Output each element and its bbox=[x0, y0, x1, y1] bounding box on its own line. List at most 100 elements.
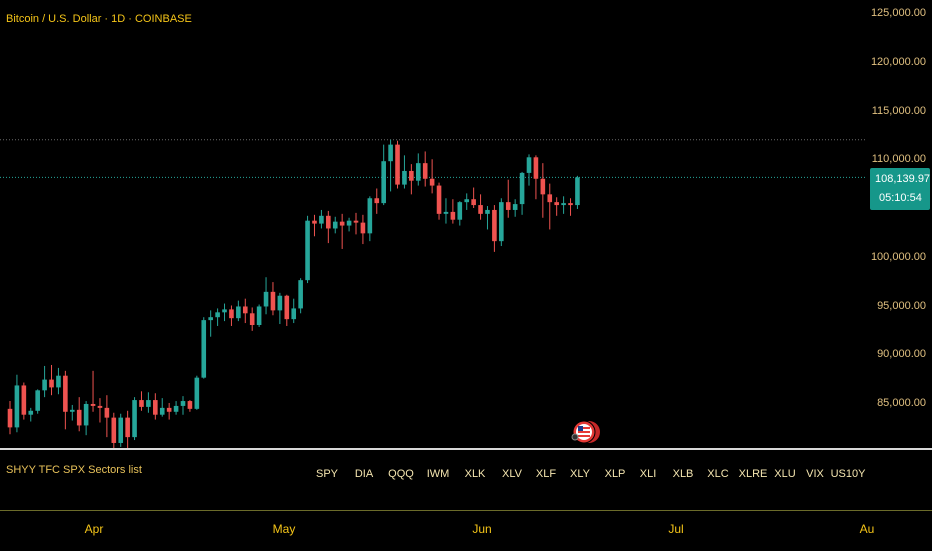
candle-body bbox=[76, 409, 82, 426]
bar-countdown: 05:10:54 bbox=[879, 192, 922, 204]
candle-body bbox=[118, 417, 124, 443]
candle-body bbox=[201, 320, 207, 378]
candle-body bbox=[374, 198, 380, 204]
candle-body bbox=[229, 309, 234, 319]
candle-body bbox=[443, 211, 449, 214]
candle-body bbox=[277, 295, 283, 311]
indicator-name[interactable]: SHYY TFC SPX Sectors list bbox=[6, 464, 142, 476]
candle-body bbox=[284, 295, 290, 320]
candle-body bbox=[346, 220, 352, 226]
ticker-xlv: XLV bbox=[502, 468, 522, 480]
candle-body bbox=[208, 317, 213, 321]
ticker-iwm: IWM bbox=[426, 468, 450, 480]
ticker-xli: XLI bbox=[639, 468, 657, 480]
price-tick-label: 125,000.00 bbox=[870, 7, 926, 19]
pane-divider[interactable] bbox=[0, 448, 932, 450]
candle-body bbox=[499, 202, 504, 242]
candle-body bbox=[568, 203, 573, 206]
candle-body bbox=[187, 401, 193, 409]
candle-body bbox=[561, 203, 566, 206]
ticker-vix: VIX bbox=[806, 468, 824, 480]
candle-body bbox=[146, 400, 151, 407]
price-tick-label: 100,000.00 bbox=[870, 251, 926, 263]
candle-body bbox=[319, 215, 324, 224]
current-price: 108,139.97 bbox=[875, 173, 931, 185]
ticker-us10y: US10Y bbox=[830, 468, 866, 480]
ticker-xlk: XLK bbox=[464, 468, 486, 480]
candle-body bbox=[69, 409, 75, 412]
time-tick-label: Au bbox=[859, 522, 875, 536]
price-tick-label: 120,000.00 bbox=[870, 56, 926, 68]
us-flag-events-icon[interactable] bbox=[570, 417, 600, 447]
candle-body bbox=[512, 204, 518, 210]
time-axis[interactable]: Apr May Jun Jul Au bbox=[0, 510, 932, 551]
candle-body bbox=[35, 390, 40, 411]
price-tick-label: 115,000.00 bbox=[871, 105, 926, 117]
candle-body bbox=[270, 291, 276, 311]
candle-body bbox=[388, 144, 393, 162]
price-axis[interactable]: 125,000.00 120,000.00 115,000.00 110,000… bbox=[866, 0, 932, 448]
candle-body bbox=[395, 144, 400, 185]
candle-body bbox=[56, 375, 61, 388]
candle-body bbox=[450, 211, 456, 220]
candle-body bbox=[132, 400, 137, 438]
price-tick-label: 90,000.00 bbox=[877, 348, 926, 360]
ticker-xlc: XLC bbox=[707, 468, 729, 480]
candlestick-chart[interactable] bbox=[0, 0, 866, 448]
candle-body bbox=[339, 221, 345, 226]
symbol-title[interactable]: Bitcoin / U.S. Dollar · 1D · COINBASE bbox=[6, 13, 192, 25]
candle-body bbox=[28, 410, 34, 415]
candle-body bbox=[429, 178, 435, 186]
candle-body bbox=[97, 405, 103, 408]
candle-body bbox=[49, 379, 54, 388]
current-price-badge: 108,139.97 05:10:54 bbox=[870, 168, 930, 210]
price-tick-label: 110,000.00 bbox=[871, 153, 926, 165]
candle-body bbox=[526, 157, 532, 173]
candle-body bbox=[554, 202, 559, 206]
candle-body bbox=[332, 221, 338, 229]
candle-body bbox=[256, 306, 262, 325]
ticker-xlp: XLP bbox=[604, 468, 626, 480]
time-tick-label: Jun bbox=[472, 522, 492, 536]
candle-body bbox=[360, 222, 366, 234]
candle-body bbox=[83, 403, 89, 426]
candle-body bbox=[353, 220, 359, 223]
candle-body bbox=[505, 202, 511, 210]
candle-body bbox=[409, 170, 414, 181]
candle-body bbox=[63, 375, 68, 412]
candle-body bbox=[312, 220, 317, 224]
ticker-xlb: XLB bbox=[672, 468, 694, 480]
candle-body bbox=[464, 199, 470, 203]
candle-body bbox=[533, 157, 539, 179]
candle-body bbox=[7, 408, 13, 428]
candle-body bbox=[457, 202, 463, 220]
candle-body bbox=[519, 172, 525, 205]
candle-body bbox=[125, 417, 130, 438]
candle-body bbox=[236, 306, 241, 319]
candle-body bbox=[242, 306, 248, 314]
chart-pane[interactable]: Bitcoin / U.S. Dollar · 1D · COINBASE bbox=[0, 0, 866, 448]
candle-body bbox=[222, 309, 227, 313]
candle-body bbox=[215, 312, 220, 318]
candle-body bbox=[173, 405, 179, 412]
candle-body bbox=[326, 215, 331, 229]
price-tick-label: 95,000.00 bbox=[877, 300, 926, 312]
ticker-dia: DIA bbox=[354, 468, 374, 480]
candle-body bbox=[14, 385, 20, 428]
candle-body bbox=[153, 400, 158, 415]
candle-body bbox=[381, 161, 386, 204]
indicator-pane[interactable]: SHYY TFC SPX Sectors list SPY DIA QQQ IW… bbox=[0, 450, 932, 510]
ticker-xly: XLY bbox=[570, 468, 590, 480]
candle-body bbox=[111, 417, 117, 443]
candle-body bbox=[159, 407, 165, 415]
ticker-qqq: QQQ bbox=[388, 468, 414, 480]
candle-body bbox=[367, 198, 373, 234]
candle-body bbox=[298, 280, 303, 309]
candle-body bbox=[194, 377, 200, 409]
ticker-spy: SPY bbox=[315, 468, 339, 480]
candle-body bbox=[291, 308, 297, 320]
candle-body bbox=[540, 178, 546, 195]
candle-body bbox=[471, 199, 476, 206]
candle-body bbox=[422, 163, 428, 179]
ticker-xlf: XLF bbox=[535, 468, 557, 480]
